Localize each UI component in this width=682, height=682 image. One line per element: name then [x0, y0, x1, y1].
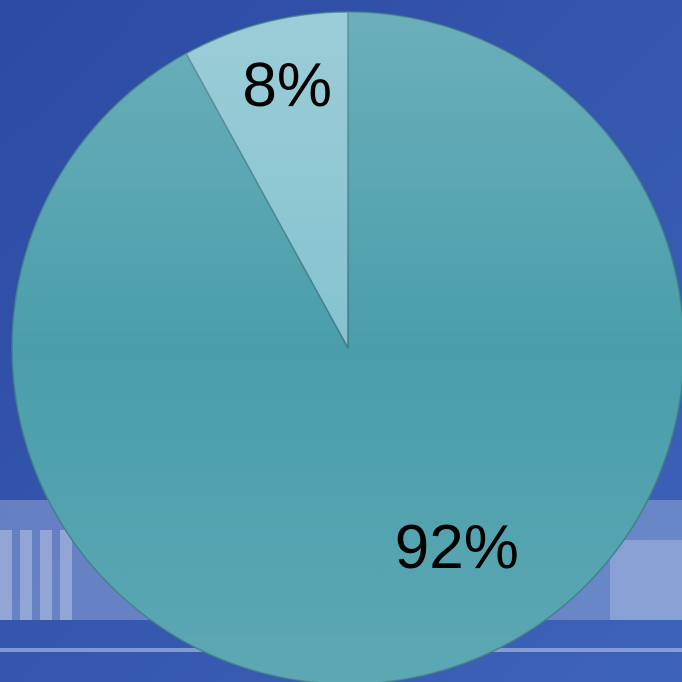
data-label: 92%	[395, 513, 519, 582]
data-label: 8%	[242, 51, 332, 120]
labels: 92% 8%	[242, 51, 519, 582]
pie	[11, 11, 682, 682]
